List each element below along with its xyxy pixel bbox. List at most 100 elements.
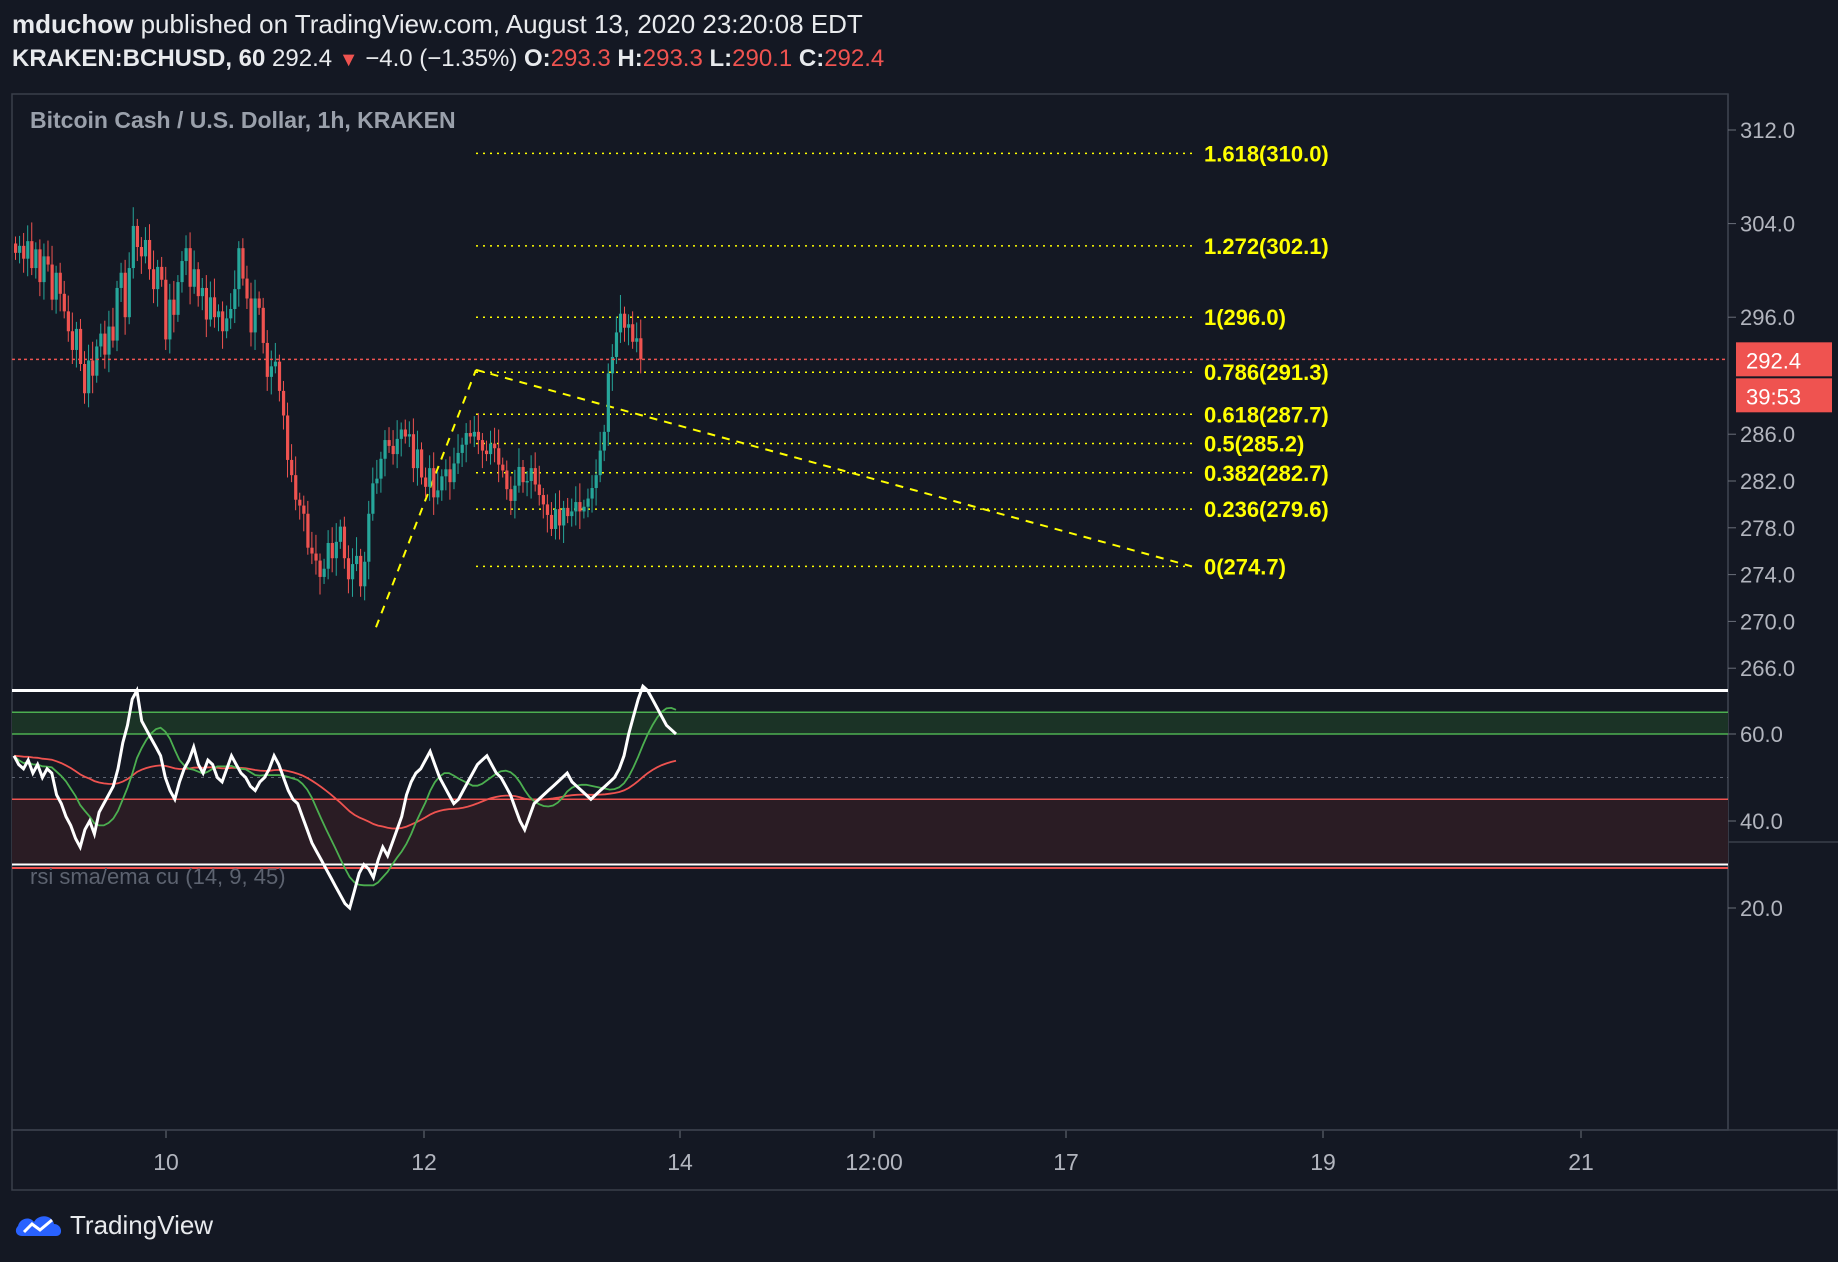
candle-body: [525, 481, 529, 483]
candle-body: [379, 458, 383, 479]
rsi-ema-line: [13, 754, 677, 830]
candle-body: [310, 547, 314, 554]
candle-body: [472, 431, 476, 437]
candle-body: [326, 543, 330, 569]
candle-body: [217, 311, 221, 318]
candle-body: [176, 282, 180, 315]
time-axis-frame: [11, 1129, 1838, 1191]
candle-body: [545, 504, 550, 515]
candle-body: [286, 415, 290, 460]
candle-body: [428, 468, 432, 487]
candle-body: [367, 513, 371, 562]
candle-body: [74, 328, 79, 350]
candle-body: [237, 248, 241, 290]
price-tick-label: 312.0: [1740, 118, 1795, 143]
candle-body: [558, 509, 562, 526]
candle-body: [294, 475, 298, 500]
candle-body: [62, 293, 66, 312]
candle-body: [521, 466, 525, 483]
candle-body: [407, 434, 412, 437]
down-arrow-icon: ▼: [338, 49, 359, 71]
fib-level-label: 0.236(279.6): [1204, 497, 1329, 522]
price-tick-label: 278.0: [1740, 516, 1795, 541]
candle-body: [26, 241, 30, 259]
time-tick-label: 21: [1568, 1149, 1594, 1175]
candle-body: [22, 245, 26, 259]
candle-body: [334, 541, 338, 559]
ohlc-line: KRAKEN:BCHUSD, 60 292.4 ▼ −4.0 (−1.35%) …: [12, 42, 884, 77]
candle-body: [160, 266, 164, 280]
candle-body: [18, 245, 22, 253]
candle-body: [34, 249, 38, 269]
rsi-oversold-band: [12, 799, 1728, 865]
time-tick-label: 19: [1310, 1149, 1336, 1175]
candle-body: [322, 568, 326, 577]
candle-body: [476, 431, 481, 441]
last-price-badge: [1736, 342, 1832, 377]
candle-body: [135, 225, 139, 247]
candle-body: [192, 269, 196, 287]
candle-body: [50, 264, 54, 300]
candle-body: [164, 279, 168, 340]
candle-body: [541, 495, 545, 505]
candle-body: [131, 225, 135, 269]
candle-body: [480, 440, 485, 451]
symbol-label[interactable]: KRAKEN:BCHUSD, 60: [12, 45, 266, 72]
candle-body: [590, 488, 594, 499]
rsi-line: [12, 683, 678, 911]
candle-body: [533, 468, 537, 485]
price-tick-label: 282.0: [1740, 469, 1795, 494]
candle-body: [537, 484, 541, 496]
candle-body: [139, 247, 144, 257]
candle-body: [509, 489, 513, 501]
candle-body: [606, 373, 610, 432]
candle-body: [115, 287, 119, 341]
candle-body: [497, 448, 501, 465]
last-price: 292.4: [272, 45, 333, 72]
candle-body: [184, 248, 188, 262]
fib-level-label: 0.5(285.2): [1204, 432, 1304, 457]
countdown-badge-text: 39:53: [1746, 384, 1801, 409]
candle-body: [420, 449, 424, 478]
candle-body: [570, 511, 574, 517]
published-text: published on TradingView.com, August 13,…: [140, 9, 863, 39]
candle-body: [249, 298, 253, 333]
candle-body: [233, 289, 237, 310]
candle-body: [623, 313, 627, 328]
candle-body: [586, 498, 590, 507]
candle-body: [200, 287, 204, 297]
candle-body: [493, 443, 497, 449]
fib-level-label: 1(296.0): [1204, 305, 1286, 330]
candle-body: [391, 445, 395, 455]
price-tick-label: 304.0: [1740, 212, 1795, 237]
fib-trend-line: [375, 369, 477, 628]
tradingview-logo[interactable]: TradingView: [14, 1208, 213, 1242]
candle-body: [562, 507, 566, 526]
candle-body: [346, 558, 351, 580]
candle-body: [245, 278, 249, 299]
candle-body: [318, 560, 322, 577]
price-tick-label: 266.0: [1740, 656, 1795, 681]
candle-body: [119, 272, 123, 288]
candle-body: [78, 328, 83, 364]
candle-body: [440, 476, 444, 491]
author-name[interactable]: mduchow: [12, 9, 134, 39]
low-value: 290.1: [732, 45, 793, 72]
candle-body: [610, 356, 615, 374]
candle-body: [42, 256, 46, 283]
last-price-badge-text: 292.4: [1746, 348, 1801, 373]
candle-body: [375, 478, 379, 484]
candle-body: [578, 502, 582, 512]
fib-level-label: 0.786(291.3): [1204, 360, 1329, 385]
candle-body: [221, 311, 225, 332]
candle-body: [290, 459, 294, 476]
candle-body: [269, 366, 273, 377]
candle-body: [306, 513, 310, 548]
candle-body: [298, 499, 302, 506]
candle-body: [395, 438, 399, 455]
candle-body: [574, 502, 578, 512]
candle-body: [204, 287, 209, 320]
time-tick-label: 17: [1053, 1149, 1079, 1175]
high-value: 293.3: [642, 45, 703, 72]
